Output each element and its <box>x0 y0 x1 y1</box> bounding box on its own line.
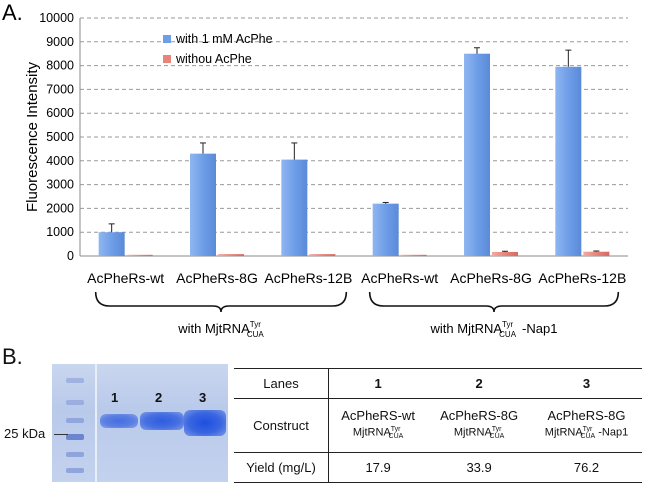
y-tick-label: 2000 <box>46 201 74 215</box>
legend-swatch <box>163 55 171 63</box>
construct-label: Construct <box>234 398 329 453</box>
ladder-band <box>66 400 84 405</box>
group-bracket <box>94 291 348 313</box>
y-tick-label: 8000 <box>46 59 74 73</box>
y-tick-label: 3000 <box>46 178 74 192</box>
y-tick-label: 7000 <box>46 82 74 96</box>
bar-without-acphe <box>218 254 244 256</box>
ladder-band <box>66 434 84 440</box>
x-tick-label: AcPheRs-8G <box>176 270 258 286</box>
x-tick-label: AcPheRs-12B <box>538 270 626 286</box>
y-tick-label: 1000 <box>46 225 74 239</box>
y-tick-label: 4000 <box>46 154 74 168</box>
yield-value: 76.2 <box>531 452 642 483</box>
construct-name: AcPheRS-8G <box>440 407 519 423</box>
y-tick-label: 10000 <box>39 11 74 25</box>
bar-without-acphe <box>400 254 427 256</box>
header-cell: 1 <box>328 368 428 399</box>
yield-table: Lanes 1 2 3 Construct AcPheRS-wt MjtRNAT… <box>234 368 642 483</box>
marker-label: 25 kDa <box>4 426 46 441</box>
header-cell: 3 <box>531 368 642 399</box>
bar-chart: A. 0 1000 2000 3000 4000 5000 6000 7000 8000 9000… <box>2 0 628 339</box>
bar-with-acphe <box>98 232 125 256</box>
group-brackets: with MjtRNATyr CUA with MjtRNATyr CUA -Nap1 <box>94 291 620 339</box>
yield-value: 17.9 <box>328 452 428 483</box>
protein-band <box>140 412 184 430</box>
construct-trna: MjtRNATyrCUA <box>453 425 505 441</box>
y-axis-label: Fluorescence Intensity <box>24 61 41 212</box>
x-tick-labels: AcPheRs-wt AcPheRs-8G AcPheRs-12B AcPheRs-w… <box>87 270 626 286</box>
legend: with 1 mM AcPhe withou AcPhe <box>163 32 273 66</box>
x-tick-label: AcPheRs-wt <box>87 270 164 286</box>
y-tick-label: 9000 <box>46 35 74 49</box>
bar-with-acphe <box>372 203 399 256</box>
protein-band <box>100 414 138 428</box>
gel-lane-label: 1 <box>111 390 119 405</box>
ladder-band <box>66 452 84 457</box>
construct-trna: MjtRNATyrCUA -Nap1 <box>544 425 629 441</box>
group-label: with MjtRNATyr CUA <box>177 320 264 339</box>
construct-cell: AcPheRS-8G MjtRNATyrCUA <box>427 398 531 453</box>
x-tick-label: AcPheRs-12B <box>264 270 352 286</box>
bar-without-acphe <box>492 251 518 256</box>
bar-with-acphe <box>464 53 490 257</box>
x-tick-label: AcPheRs-8G <box>450 270 532 286</box>
bar-without-acphe <box>126 254 153 256</box>
x-tick-label: AcPheRs-wt <box>361 270 438 286</box>
protein-band <box>184 410 226 436</box>
y-tick-label: 0 <box>67 249 74 263</box>
marker-tick <box>54 434 68 435</box>
legend-label: withou AcPhe <box>175 52 252 66</box>
y-tick-labels: 0 1000 2000 3000 4000 5000 6000 7000 8000 9000 100… <box>39 11 74 263</box>
construct-name: AcPheRS-8G <box>547 407 626 423</box>
construct-trna: MjtRNATyrCUA <box>352 425 404 441</box>
construct-cell: AcPheRS-8G MjtRNATyrCUA -Nap1 <box>531 398 642 453</box>
table-header-row: Lanes 1 2 3 <box>234 368 642 399</box>
ladder-band <box>66 418 84 423</box>
ladder-band <box>66 468 84 473</box>
yield-label: Yield (mg/L) <box>234 452 329 483</box>
ladder-band <box>66 378 84 383</box>
bars <box>98 47 610 257</box>
bar-with-acphe <box>555 66 582 256</box>
gel-lane-label: 3 <box>199 390 207 405</box>
grid-lines <box>79 17 628 257</box>
legend-swatch <box>163 35 171 43</box>
bar-with-acphe <box>281 159 308 256</box>
bar-without-acphe <box>309 254 336 256</box>
header-cell: 2 <box>427 368 531 399</box>
bar-with-acphe <box>190 153 216 256</box>
construct-cell: AcPheRS-wt MjtRNATyrCUA <box>328 398 428 453</box>
legend-label: with 1 mM AcPhe <box>175 32 273 46</box>
y-tick-label: 6000 <box>46 106 74 120</box>
gel-lane-label: 2 <box>155 390 163 405</box>
y-tick-label: 5000 <box>46 130 74 144</box>
bar-without-acphe <box>583 251 610 256</box>
panel-b-label: B. <box>2 344 23 369</box>
yield-row: Yield (mg/L) 17.9 33.9 76.2 <box>234 452 642 483</box>
construct-name: AcPheRS-wt <box>341 407 415 423</box>
group-bracket <box>368 291 620 313</box>
panel-a-label: A. <box>2 0 23 25</box>
construct-row: Construct AcPheRS-wt MjtRNATyrCUA AcPheR… <box>234 398 642 453</box>
group-label: with MjtRNATyr CUA -Nap1 <box>430 320 558 339</box>
gel-lane-divider <box>95 364 97 482</box>
gel-image: 1 2 3 <box>52 364 228 482</box>
yield-value: 33.9 <box>427 452 531 483</box>
header-cell: Lanes <box>234 368 329 399</box>
